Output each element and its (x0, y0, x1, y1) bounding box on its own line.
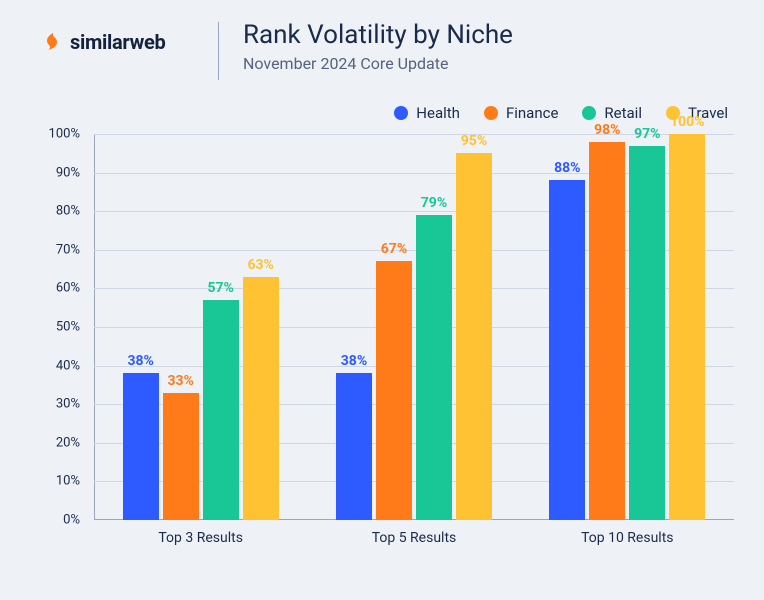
bar-value-label: 38% (127, 353, 153, 369)
x-category-label: Top 5 Results (372, 530, 457, 546)
bar-value-label: 63% (247, 257, 273, 273)
y-tick-label: 60% (56, 281, 80, 296)
legend-item-health: Health (394, 104, 460, 122)
bar-retail: 79% (416, 215, 452, 520)
bar-value-label: 33% (167, 373, 193, 389)
x-category-label: Top 3 Results (158, 530, 243, 546)
legend-item-retail: Retail (582, 104, 642, 122)
y-axis: 0%10%20%30%40%50%60%70%80%90%100% (44, 134, 88, 520)
legend-dot-icon (394, 106, 408, 120)
header-divider (218, 22, 219, 80)
title-block: Rank Volatility by Niche November 2024 C… (243, 20, 513, 73)
bar-value-label: 95% (461, 133, 487, 149)
y-tick-label: 0% (63, 513, 80, 528)
bar-retail: 97% (629, 146, 665, 520)
y-tick-label: 10% (56, 474, 80, 489)
bar-health: 38% (336, 373, 372, 520)
legend-label: Health (416, 104, 460, 122)
brand-name: similarweb (70, 30, 165, 54)
chart-subtitle: November 2024 Core Update (243, 54, 513, 73)
legend-item-finance: Finance (484, 104, 558, 122)
brand-logo: similarweb (40, 20, 210, 54)
bar-value-label: 67% (381, 241, 407, 257)
header: similarweb Rank Volatility by Niche Nove… (40, 20, 734, 80)
bar-value-label: 100% (670, 114, 704, 130)
chart-title: Rank Volatility by Niche (243, 20, 513, 50)
bar-travel: 95% (456, 153, 492, 520)
bar-group: 38%33%57%63%Top 3 Results (94, 134, 307, 520)
bar-value-label: 97% (634, 126, 660, 142)
bar-health: 38% (123, 373, 159, 520)
bar-travel: 100% (669, 134, 705, 520)
bar-travel: 63% (243, 277, 279, 520)
y-tick-label: 50% (56, 320, 80, 335)
y-tick-label: 80% (56, 204, 80, 219)
bar-health: 88% (549, 180, 585, 520)
bar-finance: 67% (376, 261, 412, 520)
bar-group: 88%98%97%100%Top 10 Results (521, 134, 734, 520)
y-tick-label: 90% (56, 165, 80, 180)
y-tick-label: 30% (56, 397, 80, 412)
bar-value-label: 38% (341, 353, 367, 369)
bar-value-label: 79% (421, 195, 447, 211)
legend-dot-icon (484, 106, 498, 120)
similarweb-logo-icon (40, 30, 64, 54)
chart-area: 0%10%20%30%40%50%60%70%80%90%100% 38%33%… (44, 134, 734, 550)
bar-value-label: 88% (554, 160, 580, 176)
bar-finance: 98% (589, 142, 625, 520)
x-category-label: Top 10 Results (581, 530, 673, 546)
y-tick-label: 70% (56, 242, 80, 257)
plot-area: 38%33%57%63%Top 3 Results38%67%79%95%Top… (94, 134, 734, 520)
bar-retail: 57% (203, 300, 239, 520)
y-tick-label: 20% (56, 435, 80, 450)
bar-group: 38%67%79%95%Top 5 Results (307, 134, 520, 520)
y-tick-label: 100% (49, 127, 80, 142)
bar-finance: 33% (163, 393, 199, 520)
y-tick-label: 40% (56, 358, 80, 373)
legend-label: Retail (604, 104, 642, 122)
legend-label: Finance (506, 104, 558, 122)
legend-dot-icon (582, 106, 596, 120)
bar-value-label: 57% (207, 280, 233, 296)
bar-value-label: 98% (594, 122, 620, 138)
